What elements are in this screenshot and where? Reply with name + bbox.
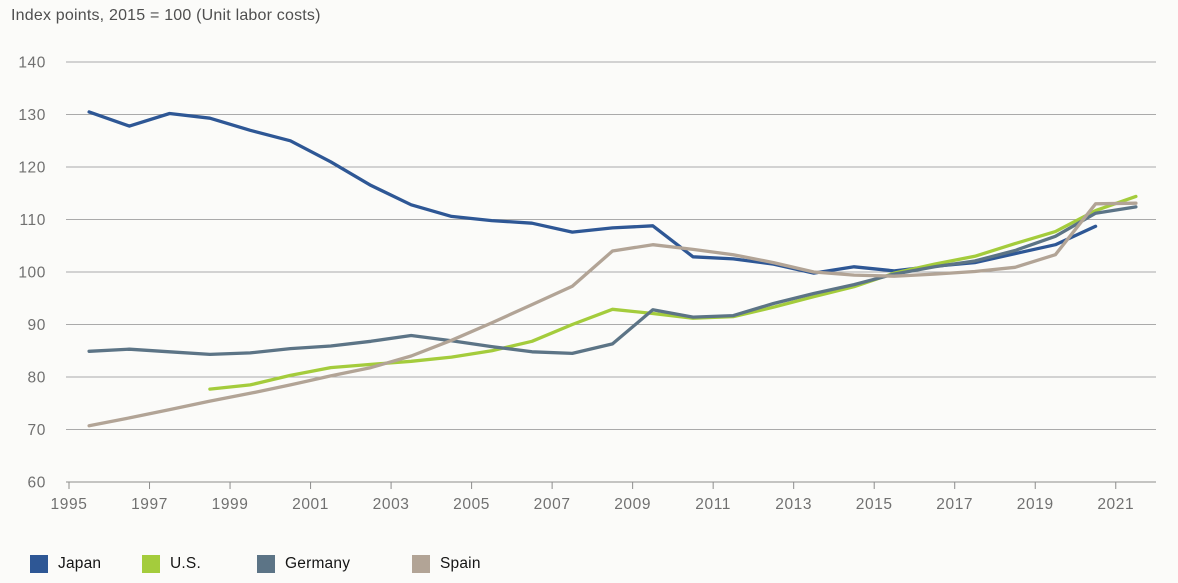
y-tick-label-130: 130 bbox=[18, 107, 46, 124]
y-tick-label-140: 140 bbox=[18, 55, 46, 72]
legend-label-japan: Japan bbox=[58, 555, 102, 572]
legend-label-us: U.S. bbox=[170, 555, 201, 572]
legend-item-us: U.S. bbox=[142, 555, 201, 573]
x-tick-label-1999: 1999 bbox=[212, 496, 249, 513]
x-tick-label-2021: 2021 bbox=[1097, 496, 1134, 513]
x-tick-label-2001: 2001 bbox=[292, 496, 329, 513]
x-tick-label-2005: 2005 bbox=[453, 496, 490, 513]
y-tick-label-90: 90 bbox=[28, 317, 46, 334]
y-tick-label-100: 100 bbox=[18, 265, 46, 282]
y-tick-label-70: 70 bbox=[28, 422, 46, 439]
series-line-japan bbox=[87, 110, 1098, 275]
series-line-germany bbox=[87, 205, 1138, 357]
legend-swatch-spain bbox=[412, 555, 430, 573]
y-tick-label-110: 110 bbox=[19, 212, 46, 229]
legend-swatch-germany bbox=[257, 555, 275, 573]
legend-swatch-us bbox=[142, 555, 160, 573]
legend-label-spain: Spain bbox=[440, 555, 481, 572]
x-tick-label-2011: 2011 bbox=[695, 496, 731, 513]
x-tick-label-2013: 2013 bbox=[775, 496, 812, 513]
chart-title: Index points, 2015 = 100 (Unit labor cos… bbox=[11, 7, 321, 24]
x-tick-label-2003: 2003 bbox=[373, 496, 410, 513]
x-tick-label-2007: 2007 bbox=[534, 496, 571, 513]
x-tick-label-2019: 2019 bbox=[1017, 496, 1054, 513]
x-tick-label-2017: 2017 bbox=[936, 496, 973, 513]
legend-item-germany: Germany bbox=[257, 555, 350, 573]
y-tick-label-60: 60 bbox=[28, 475, 46, 492]
series-line-spain bbox=[87, 201, 1138, 428]
x-tick-label-1995: 1995 bbox=[51, 496, 88, 513]
y-tick-label-120: 120 bbox=[18, 160, 46, 177]
series-line-us bbox=[208, 194, 1138, 391]
legend-item-spain: Spain bbox=[412, 555, 481, 573]
legend-item-japan: Japan bbox=[30, 555, 101, 573]
y-tick-label-80: 80 bbox=[28, 370, 46, 387]
x-tick-label-1997: 1997 bbox=[131, 496, 168, 513]
legend: Japan U.S. Germany Spain bbox=[0, 555, 1178, 579]
x-tick-label-2009: 2009 bbox=[614, 496, 651, 513]
x-tick-label-2015: 2015 bbox=[856, 496, 893, 513]
legend-swatch-japan bbox=[30, 555, 48, 573]
legend-label-germany: Germany bbox=[285, 555, 351, 572]
